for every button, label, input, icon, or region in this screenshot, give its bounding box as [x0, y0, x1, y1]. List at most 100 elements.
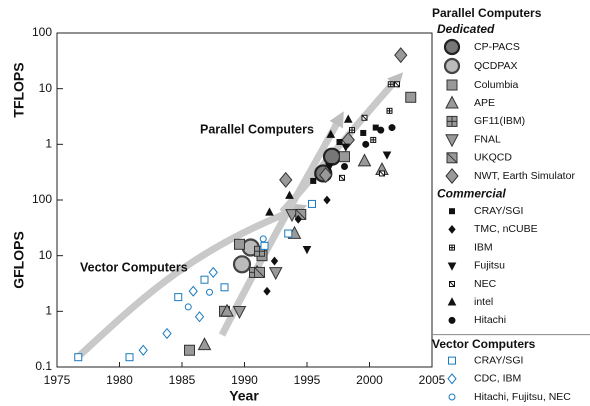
point — [386, 107, 393, 114]
point — [341, 131, 355, 148]
point — [265, 207, 274, 216]
point — [162, 327, 172, 340]
x-tick-label: 1975 — [44, 373, 71, 387]
legend-label: UKQCD — [474, 152, 512, 164]
legend-marker — [448, 225, 456, 234]
legend-heading: Vector Computers — [432, 337, 536, 351]
point — [372, 124, 379, 131]
point — [174, 293, 183, 302]
point — [323, 195, 331, 205]
legend-marker — [447, 373, 457, 385]
point — [294, 214, 302, 224]
point — [360, 129, 367, 136]
legend-label: Hitachi — [474, 314, 506, 326]
point — [125, 353, 134, 362]
legend-marker — [447, 297, 457, 306]
point — [302, 246, 312, 255]
legend-marker — [445, 95, 459, 109]
legend-label: IBM — [474, 241, 493, 253]
point — [339, 151, 350, 163]
point — [377, 126, 385, 134]
legend-marker — [443, 38, 461, 56]
point — [349, 127, 355, 134]
point — [138, 344, 148, 356]
legend-label: APE — [474, 97, 495, 109]
legend-marker — [449, 281, 455, 287]
legend-label: CRAY/SGI — [474, 205, 523, 217]
legend-marker — [446, 152, 458, 164]
legend-marker — [445, 168, 459, 184]
x-tick-label: 1980 — [106, 373, 133, 387]
point — [336, 139, 343, 146]
legend-label: CDC, IBM — [474, 373, 521, 385]
point — [326, 129, 336, 138]
legend-marker — [448, 316, 456, 324]
point — [268, 267, 283, 281]
point — [194, 311, 205, 323]
y-tick-label: 1 — [45, 137, 52, 151]
point — [260, 241, 269, 250]
point — [254, 266, 265, 278]
point — [388, 124, 396, 132]
y-tick-label: 100 — [32, 192, 52, 206]
point — [232, 306, 247, 320]
y-tick-label: 100 — [32, 25, 52, 39]
legend-marker — [449, 208, 455, 215]
legend-label: CRAY/SGI — [474, 354, 523, 366]
legend-marker — [448, 356, 456, 365]
legend-label: TMC, nCUBE — [474, 223, 538, 235]
x-axis-title: Year — [229, 388, 259, 404]
y-tick-label: 1 — [45, 304, 52, 318]
point — [206, 288, 213, 296]
point — [234, 238, 245, 250]
x-tick-label: 2000 — [356, 373, 383, 387]
point — [343, 114, 353, 123]
legend-marker — [443, 57, 461, 75]
legend-label: intel — [474, 296, 493, 308]
legend-label: Columbia — [474, 79, 519, 91]
point — [220, 283, 229, 292]
point — [74, 353, 83, 362]
point — [208, 266, 218, 279]
point — [197, 337, 212, 351]
point — [394, 81, 400, 88]
legend-subheading: Dedicated — [437, 22, 495, 36]
point — [284, 229, 293, 238]
point — [325, 163, 334, 172]
annotation: Parallel Computers — [200, 122, 314, 136]
y-axis-title: TFLOPS — [11, 62, 27, 117]
x-tick-label: 1985 — [169, 373, 196, 387]
vector-arrow — [75, 203, 308, 360]
point — [263, 286, 271, 296]
point — [370, 136, 377, 143]
point — [394, 47, 408, 64]
point — [361, 114, 368, 121]
point — [382, 151, 392, 160]
point — [357, 153, 372, 167]
legend-marker — [446, 79, 458, 91]
legend-label: QCDPAX — [474, 60, 518, 72]
legend-heading: Parallel Computers — [432, 6, 542, 20]
y-tick-label: 0.1 — [35, 359, 52, 373]
x-tick-label: 2005 — [419, 373, 446, 387]
point — [308, 199, 316, 208]
legend-label: NWT, Earth Simulator — [474, 170, 575, 182]
y-tick-label: 10 — [39, 248, 53, 262]
plot-frame — [56, 32, 433, 368]
point — [379, 170, 385, 177]
legend-label: FNAL — [474, 133, 501, 145]
point — [200, 275, 209, 284]
point — [220, 303, 234, 317]
point — [188, 285, 198, 297]
point — [232, 255, 252, 274]
point — [310, 177, 317, 184]
y-tick-label: 10 — [39, 81, 53, 95]
point — [362, 140, 370, 148]
legend-label: GF11(IBM) — [474, 115, 525, 127]
legend-marker — [448, 393, 456, 401]
y-axis-title: GFLOPS — [11, 231, 27, 289]
legend-label: Hitachi, Fujitsu, NEC — [474, 391, 571, 403]
point — [184, 344, 195, 356]
legend-subheading: Commercial — [437, 186, 506, 200]
